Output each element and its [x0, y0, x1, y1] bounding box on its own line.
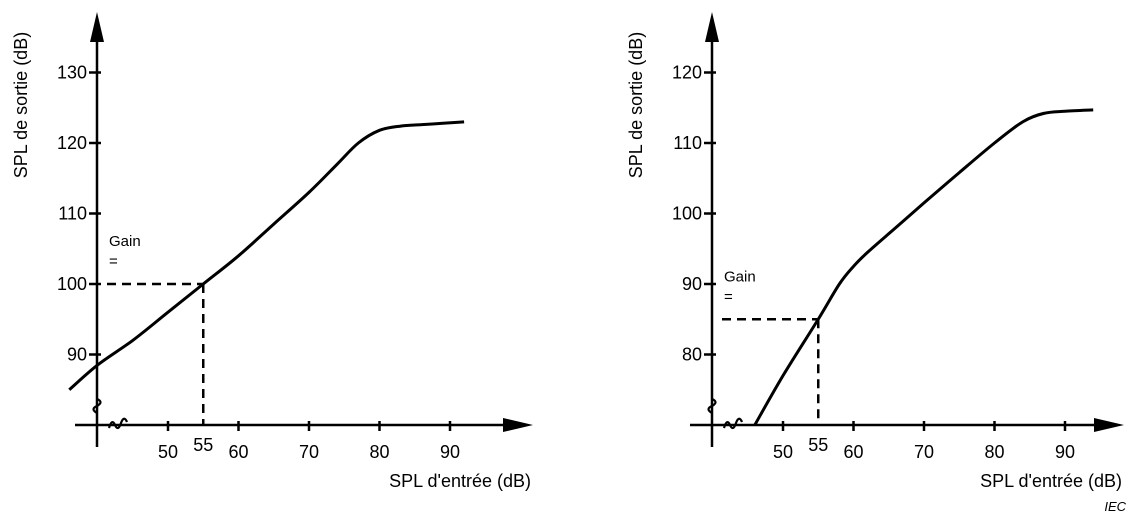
y-tick-label: 130: [57, 63, 87, 83]
gain-annotation-text: =: [109, 253, 118, 270]
x-axis-title: SPL d'entrée (dB): [980, 471, 1122, 491]
chart-left: 90 100 110 120 130 50 55 60 70 80 90 SPL d'entrée (…: [11, 12, 533, 491]
x-tick-label: 80: [984, 442, 1004, 462]
x-tick-label: 55: [193, 435, 213, 455]
y-axis-arrowhead: [90, 12, 104, 42]
x-axis-arrowhead: [1094, 418, 1124, 432]
y-tick-label: 120: [672, 63, 702, 83]
x-tick-label: 50: [158, 442, 178, 462]
y-axis-title: SPL de sortie (dB): [626, 32, 646, 178]
x-axis-break-mark: [722, 417, 744, 430]
y-tick-label: 90: [67, 345, 87, 365]
x-tick-label: 70: [914, 442, 934, 462]
x-tick-label: 70: [299, 442, 319, 462]
x-tick-label: 90: [440, 442, 460, 462]
x-axis-break-mark: [107, 417, 129, 430]
y-axis-break-mark: [92, 397, 102, 414]
gain-annotation-text: =: [724, 288, 733, 305]
y-tick-label: 90: [682, 274, 702, 294]
x-tick-label: 60: [228, 442, 248, 462]
x-axis-title: SPL d'entrée (dB): [389, 471, 531, 491]
gain-annotation-text: Gain: [724, 268, 756, 285]
y-tick-label: 110: [58, 204, 87, 224]
source-label: IEC: [1104, 499, 1126, 513]
y-tick-label: 120: [57, 133, 87, 153]
y-axis-break-mark: [707, 397, 717, 414]
y-tick-label: 100: [672, 204, 702, 224]
y-axis-arrowhead: [705, 12, 719, 42]
data-curve: [68, 120, 465, 391]
x-tick-label: 60: [843, 442, 863, 462]
y-tick-label: 80: [682, 345, 702, 365]
y-axis-title: SPL de sortie (dB): [11, 32, 31, 178]
x-tick-label: 50: [773, 442, 793, 462]
x-axis-arrowhead: [503, 418, 533, 432]
y-tick-label: 110: [673, 133, 702, 153]
x-tick-label: 80: [369, 442, 389, 462]
gain-annotation-text: Gain: [109, 233, 141, 250]
data-curve: [753, 108, 1094, 426]
chart-right: 80 90 100 110 120 50 55 60 70 80 90 SPL d'entrée (d…: [626, 12, 1124, 491]
y-tick-label: 100: [57, 274, 87, 294]
x-tick-label: 90: [1055, 442, 1075, 462]
x-tick-label: 55: [808, 435, 828, 455]
